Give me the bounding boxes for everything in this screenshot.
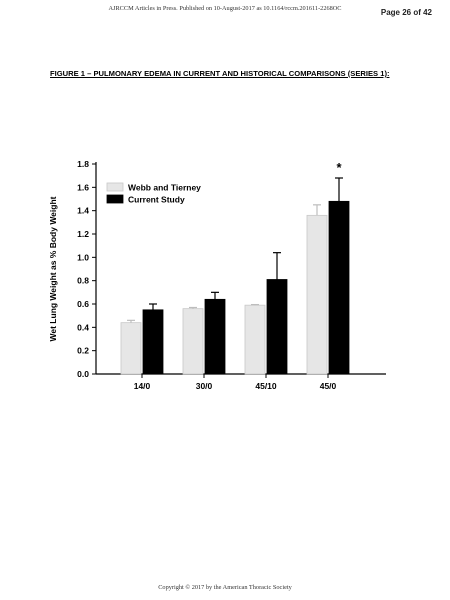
bar-current-study	[266, 279, 288, 375]
legend-swatch-webb-tierney	[106, 182, 124, 192]
bar-current-study	[204, 298, 226, 375]
y-tick-label: 1.2	[77, 229, 89, 239]
y-tick-label: 1.4	[77, 206, 89, 216]
legend-label-current-study: Current Study	[128, 195, 185, 205]
chart-legend: Webb and Tierney Current Study	[106, 182, 201, 205]
significance-marker: *	[336, 160, 342, 175]
bar-webb-tierney	[120, 322, 142, 375]
x-tick-label: 45/0	[320, 381, 337, 391]
y-tick-label: 0.6	[77, 299, 89, 309]
legend-swatch-current-study	[106, 194, 124, 204]
y-tick-label: 0.8	[77, 276, 89, 286]
bar-webb-tierney	[244, 304, 266, 375]
x-tick-label: 30/0	[196, 381, 213, 391]
y-tick-label: 1.0	[77, 252, 89, 262]
copyright-footer: Copyright © 2017 by the American Thoraci…	[158, 584, 292, 591]
figure-caption: FIGURE 1 – PULMONARY EDEMA IN CURRENT AN…	[50, 69, 390, 78]
bar-current-study	[328, 200, 350, 375]
bar-current-study	[142, 309, 164, 375]
x-tick-label: 45/10	[255, 381, 277, 391]
y-tick-label: 1.6	[77, 182, 89, 192]
chart-bars: *	[120, 160, 350, 375]
bar-webb-tierney	[182, 308, 204, 375]
bar-webb-tierney	[306, 214, 328, 375]
x-tick-label: 14/0	[134, 381, 151, 391]
y-tick-label: 0.0	[77, 369, 89, 379]
y-tick-label: 1.8	[77, 159, 89, 169]
legend-label-webb-tierney: Webb and Tierney	[128, 183, 201, 193]
y-tick-label: 0.4	[77, 322, 89, 332]
journal-header-note: AJRCCM Articles in Press. Published on 1…	[108, 5, 342, 12]
y-axis-label: Wet Lung Weight as % Body Weight	[48, 196, 58, 341]
y-tick-label: 0.2	[77, 346, 89, 356]
page-number: Page 26 of 42	[380, 8, 432, 17]
